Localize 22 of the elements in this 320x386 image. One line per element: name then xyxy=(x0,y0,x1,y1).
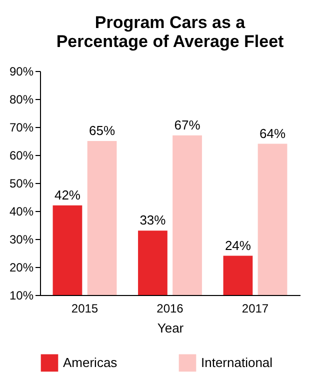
legend-label: International xyxy=(201,354,273,370)
data-label: 67% xyxy=(174,117,201,132)
data-label: 24% xyxy=(224,238,252,253)
x-axis-title: Year xyxy=(157,320,184,336)
y-tick-label: 30% xyxy=(9,232,34,246)
y-tick-label: 60% xyxy=(9,148,34,162)
y-tick-label: 70% xyxy=(9,120,34,134)
y-tick-label: 80% xyxy=(9,92,34,106)
data-label: 65% xyxy=(89,123,116,138)
y-tick-label: 50% xyxy=(9,176,34,190)
chart-title: Program Cars as a Percentage of Average Fleet xyxy=(56,13,284,51)
y-tick-label: 90% xyxy=(9,64,34,78)
data-label: 64% xyxy=(260,126,286,141)
y-tick-label: 20% xyxy=(9,260,34,274)
y-tick-label: 10% xyxy=(9,288,34,302)
x-tick-label: 2016 xyxy=(156,302,184,316)
data-label: 33% xyxy=(140,212,166,228)
data-label: 42% xyxy=(54,187,81,202)
x-tick-label: 2015 xyxy=(71,302,98,316)
y-tick-label: 40% xyxy=(9,204,34,218)
legend-label: Americas xyxy=(63,354,118,370)
x-tick-label: 2017 xyxy=(242,302,269,316)
